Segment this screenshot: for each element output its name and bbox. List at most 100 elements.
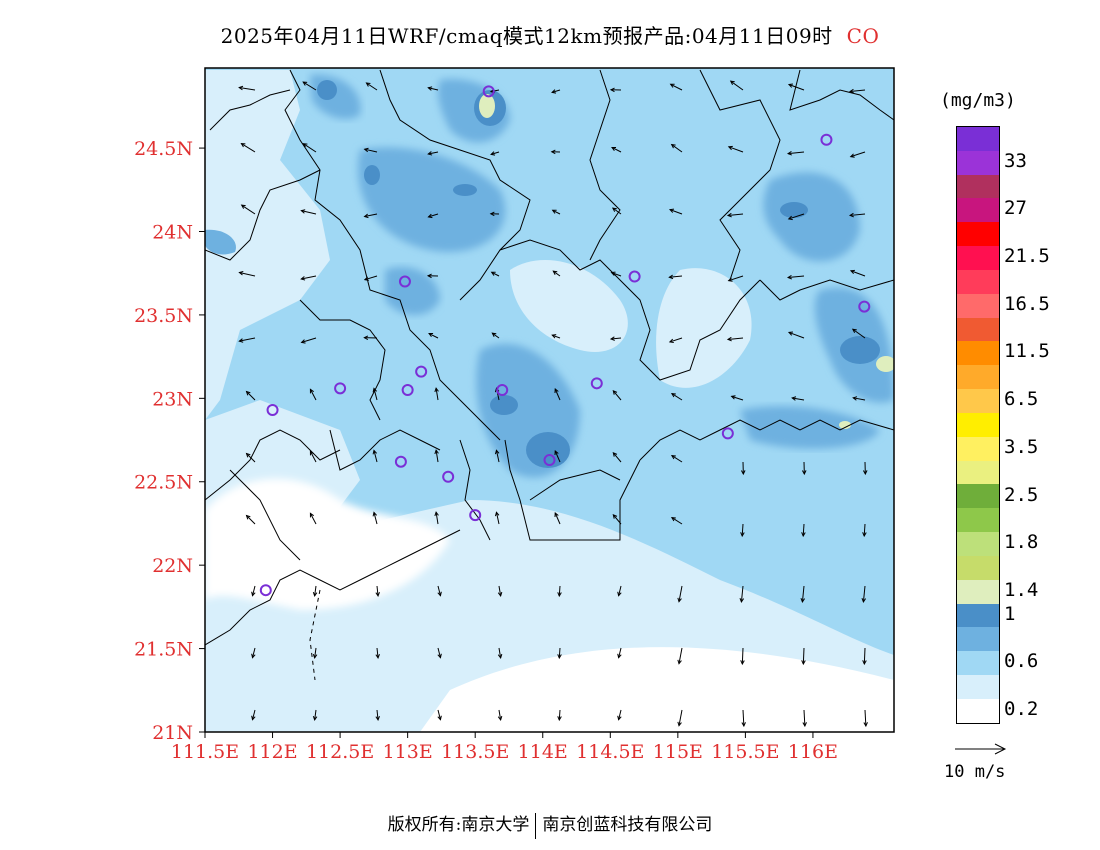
wind-arrow-head	[363, 335, 369, 341]
wind-arrow	[309, 389, 317, 401]
wind-arrow	[492, 332, 500, 339]
wind-arrow-head	[740, 660, 745, 666]
wind-arrow	[252, 647, 256, 658]
footer-left: 版权所有:南京大学	[387, 815, 530, 835]
wind-arrow-head	[609, 336, 615, 341]
legend-swatch	[957, 365, 999, 390]
wind-arrow-head	[668, 208, 675, 213]
wind-arrow	[314, 709, 317, 720]
station-marker	[820, 133, 833, 146]
wind-arrow	[246, 453, 256, 463]
wind-arrow-head	[557, 716, 562, 722]
boundary-east	[589, 69, 621, 261]
lon-tick-label: 116E	[788, 741, 838, 763]
wind-arrow	[788, 151, 805, 155]
wind-arrow-head	[372, 449, 377, 455]
wind-arrow-head	[245, 514, 251, 520]
wind-arrow	[741, 523, 744, 537]
wind-arrow-head	[617, 715, 622, 721]
wind-arrow	[428, 87, 439, 91]
wind-arrow	[612, 514, 622, 525]
wind-arrow-head	[437, 653, 442, 659]
boundary-dashed	[309, 589, 321, 681]
wind-arrow-head	[302, 143, 308, 148]
wind-arrow-head	[363, 147, 369, 153]
wind-arrow	[611, 272, 622, 277]
wind-arrow-head	[300, 339, 306, 344]
boundary-north	[379, 69, 531, 301]
wind-arrow-head	[251, 591, 256, 597]
wind-arrow	[435, 512, 439, 525]
wind-arrow	[314, 585, 317, 596]
field-core-1	[526, 432, 570, 468]
wind-arrow	[301, 337, 317, 343]
field-core-3	[364, 165, 380, 185]
wind-arrow-head	[787, 83, 794, 88]
wind-arrow	[309, 513, 317, 525]
field-mid-5	[385, 266, 440, 315]
wind-arrow	[428, 151, 439, 155]
wind-arrow	[850, 213, 866, 216]
wind-arrow-head	[434, 449, 439, 455]
wind-arrow-head	[668, 338, 674, 344]
boundary-w3	[299, 299, 386, 421]
wind-arrow-head	[726, 336, 732, 342]
wind-arrow	[239, 271, 256, 277]
wind-arrow-head	[375, 716, 380, 722]
field-core-2	[453, 184, 477, 196]
lat-tick-label: 23N	[152, 388, 193, 410]
legend-swatch	[957, 198, 999, 223]
field-peak-2	[876, 356, 894, 372]
lon-tick-label: 115E	[653, 741, 703, 763]
legend-label: 27	[1004, 197, 1027, 220]
wind-arrow-head	[365, 82, 371, 87]
boundary-inland	[229, 469, 301, 561]
wind-arrow-head	[849, 269, 855, 275]
legend-label: 16.5	[1004, 292, 1050, 315]
field-core-8	[490, 395, 518, 415]
legend-swatch	[957, 293, 999, 318]
wind-arrow-head	[312, 715, 318, 721]
lat-tick-label: 22.5N	[134, 472, 193, 494]
wind-arrow	[850, 270, 866, 277]
wind-arrow	[301, 210, 317, 215]
field-peak-3	[839, 421, 851, 429]
wind-arrow-head	[372, 511, 377, 517]
wind-arrow-head	[375, 592, 380, 598]
wind-arrow-head	[862, 532, 867, 538]
wind-arrow-head	[670, 143, 676, 149]
boundary-s1	[459, 439, 491, 541]
field-peak-1	[479, 94, 495, 118]
station-marker	[334, 382, 347, 395]
wind-arrow-head	[862, 470, 868, 476]
footer-right: 南京创蓝科技有限公司	[542, 815, 713, 835]
wind-arrow-head	[802, 722, 807, 728]
wind-arrow-head	[497, 653, 503, 659]
boundary-east-coast	[759, 279, 894, 301]
station-marker	[469, 509, 482, 522]
wind-arrow	[552, 334, 561, 339]
boundary-sw	[209, 89, 291, 131]
wind-arrow-head	[554, 449, 559, 456]
legend-label: 33	[1004, 149, 1027, 172]
monitoring-stations	[259, 85, 871, 597]
station-marker	[482, 85, 495, 98]
wind-arrow	[553, 270, 561, 277]
wind-arrow	[552, 209, 561, 215]
wind-arrow-head	[427, 213, 433, 219]
field-mid-8	[740, 406, 880, 449]
wind-arrow-head	[609, 87, 615, 93]
wind-arrow-head	[557, 654, 562, 660]
wind-arrow	[669, 209, 683, 215]
wind-arrow	[742, 709, 745, 727]
wind-arrow	[252, 585, 256, 596]
wind-arrow	[428, 333, 439, 339]
wind-arrow	[788, 275, 805, 279]
wind-arrow-head	[612, 451, 618, 457]
legend-swatch	[957, 389, 999, 413]
wind-arrow-head	[801, 660, 806, 666]
legend-label: 21.5	[1004, 245, 1050, 268]
vector-reference-label: 10 m/s	[944, 762, 1006, 782]
wind-arrow	[314, 647, 317, 658]
